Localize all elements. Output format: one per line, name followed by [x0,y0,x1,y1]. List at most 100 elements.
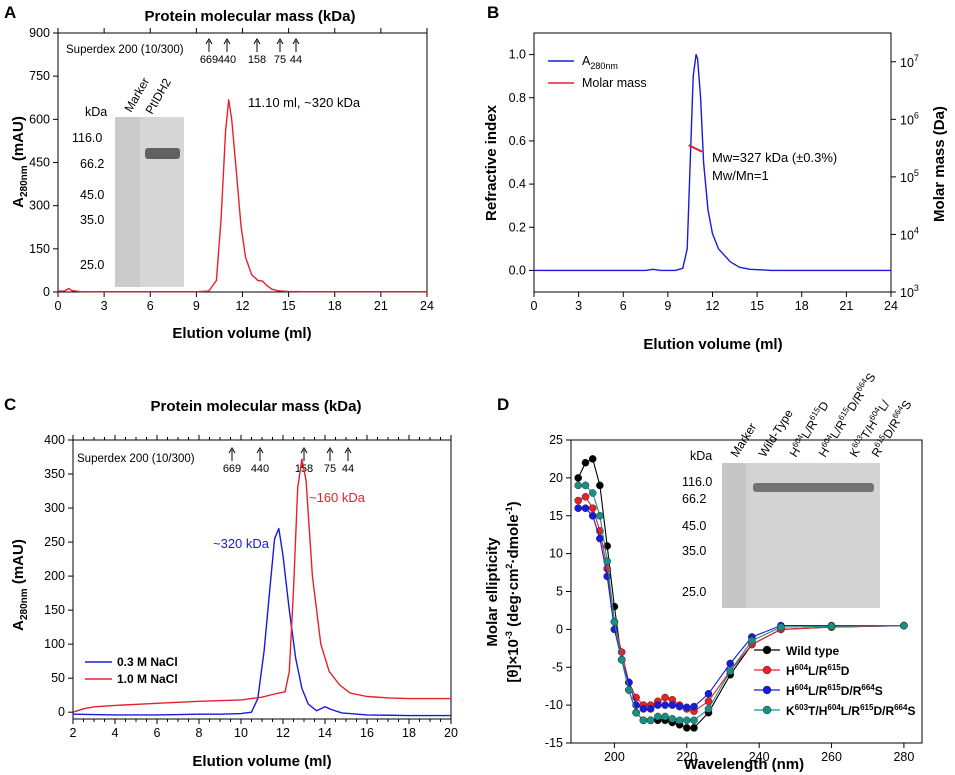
gel-d-ladder-66: 66.2 [682,492,706,506]
panel-c-ytick-label: 200 [44,569,65,583]
panel-c-ylabel: A280nm (mAU) [10,539,30,631]
panel-d-point [690,724,698,732]
panel-b-xtick-label: 15 [750,299,764,313]
panel-b: B 0 3 6 9 12 15 18 21 24 0.0 0.2 0.4 0.6 0.8 1.0 Elutio… [483,3,948,353]
panel-d-point [639,716,648,725]
panel-a-xtick-label: 6 [147,299,154,313]
panel-d-ytick-label: 0 [556,622,563,636]
panel-d-legend-marker-0 [762,645,772,655]
panel-c-legend-1-0m: 1.0 M NaCl [117,672,178,686]
panel-d-point [654,701,662,709]
panel-c-ytick-label: 300 [44,501,65,515]
panel-b-axes: 0 3 6 9 12 15 18 21 24 0.0 0.2 0.4 0.6 0.8 1.0 Elution … [483,32,948,353]
panel-c-ytick-label: 350 [44,467,65,481]
panel-c: C Protein molecular mass (kDa) Superdex … [4,395,458,770]
panel-b-ytick-label: 0.0 [509,263,526,277]
panel-d-axes: 200 220 240 260 280 -15 -10 -5 0 5 10 15 20 25 Wavelen… [484,433,923,773]
panel-d-point [596,512,604,520]
panel-c-xtick-label: 12 [276,726,290,740]
panel-c-marker-label-440: 440 [251,463,269,475]
panel-a-marker-label-440: 440 [218,54,236,66]
panel-d-point [646,705,655,713]
panel-c-title: Protein molecular mass (kDa) [151,398,362,415]
panel-d-xtick-label: 280 [893,750,914,764]
panel-d-ytick-label: -10 [545,698,563,712]
panel-c-label: C [4,395,16,414]
panel-d-point [610,618,619,626]
panel-b-xtick-label: 9 [664,299,671,313]
panel-d-legend-label-0: Wild type [786,644,840,658]
panel-b-y2tick-label: 105 [900,168,919,185]
panel-b-xlabel: Elution volume (ml) [643,336,782,353]
panel-d-point [661,693,669,702]
panel-c-xtick-label: 8 [196,726,203,740]
panel-b-mw-annotation: Mw=327 kDa (±0.3%) [712,150,837,165]
panel-d-ytick-label: 10 [549,547,563,561]
gel-a-ladder-45: 45.0 [80,188,104,202]
panel-a-marker-label-75: 75 [274,54,286,66]
panel-c-ytick-label: 250 [44,535,65,549]
panel-a-marker-label-669: 669 [200,54,218,66]
panel-b-ytick-label: 0.4 [509,177,526,191]
panel-d-point [704,690,713,698]
panel-c-xtick-label: 16 [360,726,374,740]
panel-c-xtick-label: 2 [70,726,77,740]
panel-d-legend-marker-2 [762,685,772,695]
panel-a-marker-arrow-head [292,38,300,45]
panel-d-point [603,565,612,573]
panel-d-ytick-label: -15 [545,736,563,750]
gel-d-unit: kDa [690,449,712,463]
panel-d-point [675,716,684,725]
panel-c-xtick-label: 14 [318,726,332,740]
panel-a-gel-inset: kDa Marker PtIDH2 116.0 66.2 45.0 35.0 2… [72,75,184,287]
panel-c-column-text: Superdex 200 (10/300) [77,453,195,465]
panel-d-legend-label-1: H604L/R615D [786,663,850,678]
panel-d-point [654,712,662,721]
panel-a-curve-a280 [58,99,427,293]
gel-d-ladder-45: 45.0 [682,519,706,533]
panel-d-point [690,702,698,711]
panel-d-point [617,655,626,664]
panel-d-legend-marker-3 [762,705,772,715]
panel-c-legend-0-3m: 0.3 M NaCl [117,655,178,669]
panel-a-label: A [4,3,16,22]
panel-a-xtick-label: 15 [282,299,296,313]
panel-a-size-markers: 669 440 158 75 44 [200,38,302,66]
panel-a-marker-label-158: 158 [248,54,266,66]
panel-d-point [581,492,590,501]
gel-a-ladder-66: 66.2 [80,157,104,171]
panel-d-point [574,496,583,505]
panel-d-point [639,705,648,713]
panel-b-xtick-label: 0 [531,299,538,313]
panel-d-xtick-label: 240 [749,750,770,764]
panel-d-ytick-label: -5 [552,660,563,674]
panel-d-point [574,481,583,490]
panel-b-legend-molar: Molar mass [582,76,647,90]
panel-a-marker-label-44: 44 [290,54,302,66]
panel-d-point [900,621,908,630]
panel-a-xtick-label: 9 [193,299,200,313]
panel-d-ytick-label: 5 [556,585,563,599]
panel-a-axes: 0 3 6 9 12 15 18 21 24 0 150 300 450 600 750 900 Elution… [10,26,434,342]
panel-d-point [726,667,735,675]
panel-c-curve-1-0m [72,458,451,713]
panel-d-xtick-label: 200 [604,750,625,764]
panel-b-y2tick-label: 107 [900,53,919,70]
panel-a-ytick-label: 900 [29,26,50,40]
panel-a-ytick-label: 750 [29,69,50,83]
panel-c-xtick-label: 10 [234,726,248,740]
panel-d-point [827,622,836,631]
panel-d-point [581,504,590,513]
panel-c-xtick-label: 18 [402,726,416,740]
panel-d-point [668,701,677,709]
panel-b-legend: A280nm Molar mass [548,54,647,90]
panel-d-ylabel-line1: Molar ellipticity [484,537,501,647]
panel-c-xtick-label: 6 [154,726,161,740]
panel-a-ylabel: A280nm (mAU) [10,116,30,208]
panel-b-curve-a280 [534,53,891,272]
panel-d-point [683,724,691,732]
panel-c-ytick-label: 100 [44,637,65,651]
gel-d-ladder-35: 35.0 [682,544,706,558]
panel-d-ytick-label: 20 [549,471,563,485]
panel-b-ytick-label: 1.0 [509,48,526,62]
